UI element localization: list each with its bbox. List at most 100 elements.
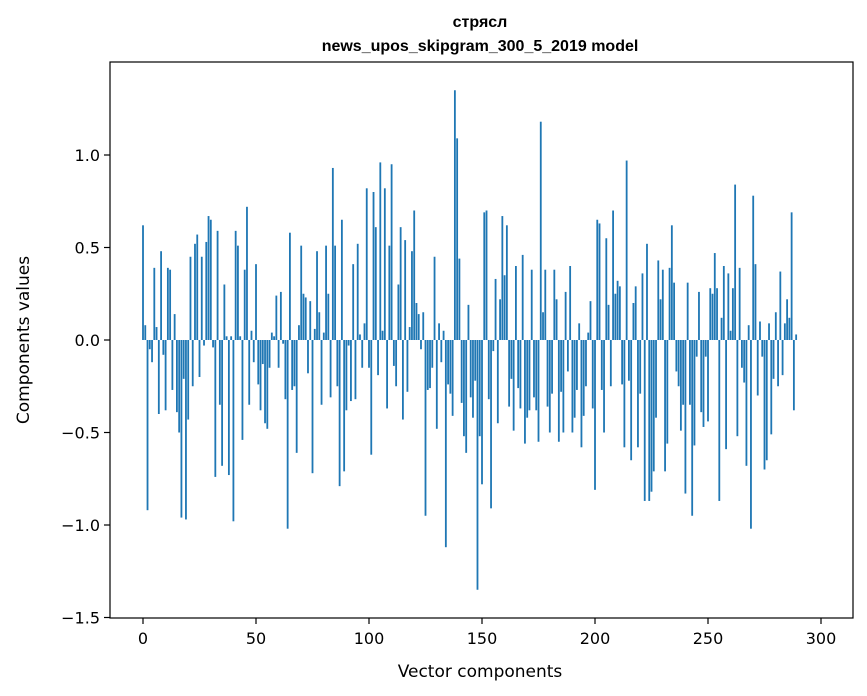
bar-52 bbox=[259, 340, 262, 411]
bar-123 bbox=[420, 340, 422, 350]
bar-46 bbox=[246, 206, 248, 340]
bar-246 bbox=[698, 291, 700, 340]
bar-279 bbox=[772, 340, 775, 379]
bar-32 bbox=[214, 340, 217, 477]
bar-145 bbox=[469, 340, 472, 398]
bar-158 bbox=[499, 299, 501, 340]
bar-36 bbox=[223, 284, 226, 340]
bar-157 bbox=[496, 340, 499, 424]
bar-254 bbox=[716, 288, 718, 340]
bar-10 bbox=[164, 340, 167, 411]
x-tick-label-200: 200 bbox=[580, 629, 611, 648]
bar-127 bbox=[429, 340, 431, 389]
bar-277 bbox=[768, 323, 770, 340]
bar-88 bbox=[340, 219, 343, 340]
bar-187 bbox=[564, 291, 567, 340]
bar-132 bbox=[440, 340, 443, 363]
bar-221 bbox=[641, 273, 644, 340]
bar-136 bbox=[449, 340, 452, 394]
bar-70 bbox=[300, 245, 303, 340]
bar-184 bbox=[557, 340, 560, 442]
bar-262 bbox=[734, 184, 737, 340]
bar-243 bbox=[691, 340, 694, 516]
y-tick-label-1: −1.0 bbox=[61, 516, 100, 535]
chart-title: стрясл bbox=[453, 14, 508, 31]
bar-215 bbox=[628, 340, 630, 381]
bar-193 bbox=[578, 323, 581, 340]
bar-63 bbox=[284, 340, 287, 400]
y-tick-label-4: 0.5 bbox=[75, 239, 100, 258]
bar-275 bbox=[763, 340, 766, 470]
bar-84 bbox=[331, 167, 334, 340]
bar-163 bbox=[510, 340, 513, 379]
bar-38 bbox=[227, 340, 230, 476]
bar-30 bbox=[209, 219, 212, 340]
bar-148 bbox=[476, 340, 479, 590]
bar-176 bbox=[539, 121, 542, 340]
bar-286 bbox=[788, 317, 791, 340]
bar-106 bbox=[381, 330, 384, 340]
bar-268 bbox=[747, 325, 750, 340]
bar-247 bbox=[700, 340, 703, 413]
bar-11 bbox=[166, 267, 169, 340]
bar-78 bbox=[318, 312, 321, 340]
bar-6 bbox=[155, 327, 158, 340]
bar-80 bbox=[322, 332, 325, 340]
y-tick-label-2: −0.5 bbox=[61, 424, 100, 443]
bar-166 bbox=[517, 340, 520, 389]
bar-66 bbox=[291, 340, 294, 390]
bar-121 bbox=[415, 303, 418, 340]
bar-122 bbox=[417, 314, 420, 340]
bar-216 bbox=[630, 340, 633, 461]
y-tick-label-3: 0.0 bbox=[75, 331, 100, 350]
bar-263 bbox=[736, 340, 739, 437]
bar-34 bbox=[218, 340, 221, 405]
bar-117 bbox=[406, 340, 409, 392]
bar-257 bbox=[722, 266, 725, 340]
bar-54 bbox=[264, 340, 266, 424]
bar-186 bbox=[562, 340, 565, 433]
bar-120 bbox=[413, 210, 416, 340]
bar-8 bbox=[160, 251, 162, 340]
bar-270 bbox=[752, 195, 755, 340]
bar-177 bbox=[542, 312, 544, 340]
x-tick-label-300: 300 bbox=[806, 629, 837, 648]
bar-90 bbox=[345, 340, 348, 411]
bar-45 bbox=[243, 269, 246, 340]
bar-178 bbox=[544, 269, 547, 340]
bar-287 bbox=[790, 212, 793, 340]
bar-60 bbox=[277, 340, 280, 368]
y-axis-label: Components values bbox=[14, 256, 34, 424]
bar-43 bbox=[239, 336, 242, 340]
bar-245 bbox=[695, 340, 698, 357]
bar-62 bbox=[282, 340, 285, 344]
bar-203 bbox=[600, 340, 603, 390]
bar-233 bbox=[668, 267, 671, 340]
bar-96 bbox=[359, 334, 361, 340]
bar-179 bbox=[546, 340, 549, 407]
bar-5 bbox=[153, 267, 156, 340]
x-tick-label-150: 150 bbox=[467, 629, 498, 648]
bar-272 bbox=[756, 340, 759, 396]
bar-206 bbox=[607, 304, 610, 340]
bar-241 bbox=[686, 282, 689, 340]
bar-25 bbox=[198, 340, 201, 377]
bar-15 bbox=[176, 340, 178, 413]
bar-71 bbox=[302, 293, 305, 340]
bar-153 bbox=[487, 340, 490, 400]
bar-92 bbox=[350, 340, 352, 402]
x-tick-label-0: 0 bbox=[138, 629, 148, 648]
bar-105 bbox=[379, 162, 382, 340]
bar-236 bbox=[675, 340, 678, 372]
bar-72 bbox=[304, 297, 307, 340]
bar-151 bbox=[483, 212, 486, 340]
bar-278 bbox=[770, 340, 773, 435]
bar-222 bbox=[643, 340, 646, 501]
bar-7 bbox=[157, 340, 160, 414]
bar-135 bbox=[447, 340, 450, 385]
bar-130 bbox=[435, 340, 438, 429]
bar-24 bbox=[196, 234, 199, 340]
bar-205 bbox=[605, 238, 608, 340]
bar-248 bbox=[702, 340, 705, 427]
